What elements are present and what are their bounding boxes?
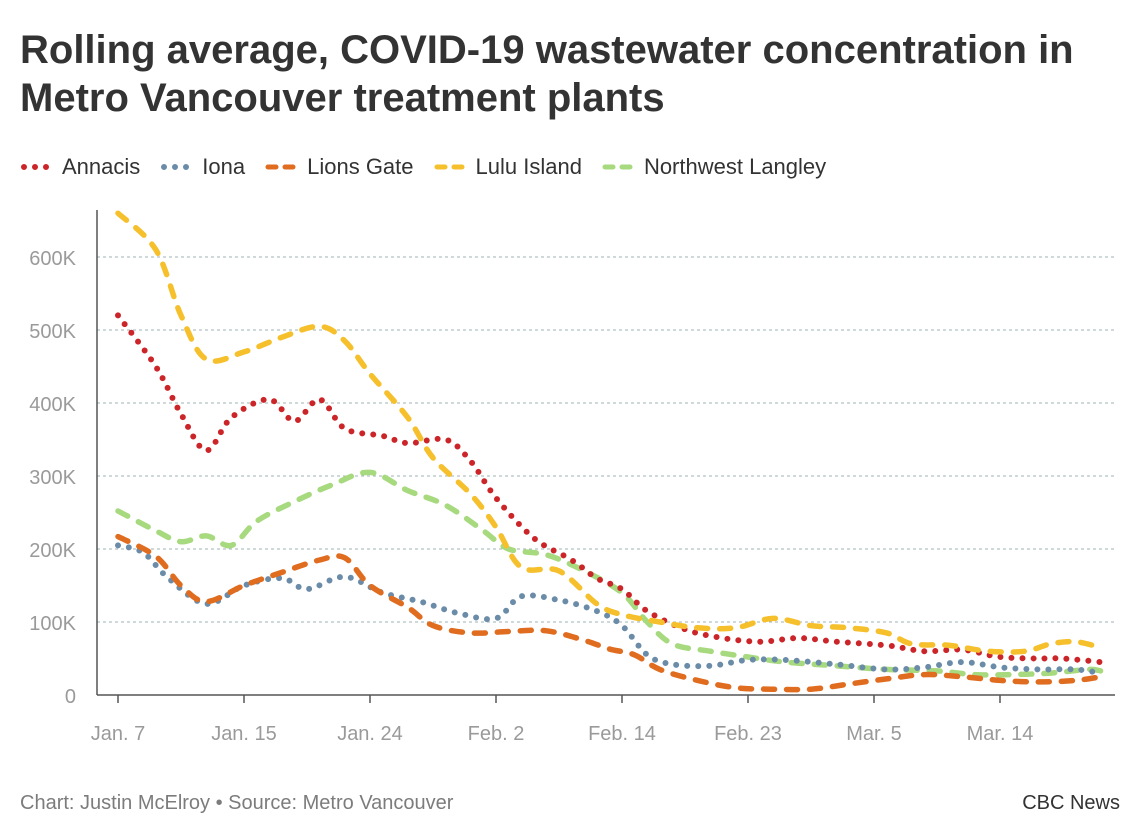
legend-label-northwest-langley: Northwest Langley	[643, 154, 827, 179]
legend-swatch-northwest-langley	[602, 164, 634, 170]
y-tick-label: 100K	[29, 613, 76, 635]
series-line-iona	[115, 542, 1104, 677]
legend-label-iona: Iona	[202, 154, 246, 179]
legend-label-lulu-island: Lulu Island	[475, 154, 582, 179]
chart-svg: 0 100K 200K 300K 400K 500K 600K Jan. 7 Jan. 15 Ja…	[29, 210, 1115, 745]
legend-item-annacis: Annacis	[20, 154, 140, 180]
y-tick-label: 500K	[29, 321, 76, 343]
x-tick-label: Feb. 14	[588, 723, 656, 745]
x-tick-label: Jan. 24	[337, 723, 403, 745]
chart-legend: Annacis Iona Lions Gate Lulu Island Nort…	[20, 150, 826, 184]
legend-label-annacis: Annacis	[62, 154, 141, 179]
x-tick-label: Feb. 2	[468, 723, 525, 745]
legend-swatch-annacis	[21, 164, 51, 170]
x-tick-label: Jan. 15	[211, 723, 277, 745]
y-tick-label: 600K	[29, 248, 76, 270]
series-line-lions-gate	[115, 533, 1104, 693]
x-tick-label: Jan. 7	[91, 723, 145, 745]
brand-name: CBC News	[1022, 792, 1120, 814]
chart-title: Rolling average, COVID-19 wastewater con…	[20, 28, 1074, 120]
legend-swatch-lions-gate	[265, 164, 297, 170]
legend-item-lulu-island: Lulu Island	[434, 154, 582, 180]
x-tick-label: Feb. 23	[714, 723, 782, 745]
legend-item-iona: Iona	[160, 154, 245, 180]
chart-credit: Chart: Justin McElroy • Source: Metro Va…	[20, 792, 454, 814]
chart-area: 0 100K 200K 300K 400K 500K 600K Jan. 7 Jan. 15 Ja…	[0, 190, 1140, 760]
legend-swatch-lulu-island	[434, 164, 466, 170]
series-line-northwest-langley	[115, 469, 1104, 678]
x-tick-label: Mar. 14	[967, 723, 1034, 745]
legend-item-lions-gate: Lions Gate	[265, 154, 414, 180]
series-line-lulu-island	[115, 210, 1104, 655]
x-tick-label: Mar. 5	[846, 723, 902, 745]
legend-label-lions-gate: Lions Gate	[307, 154, 414, 179]
y-tick-label: 400K	[29, 394, 76, 416]
y-tick-label: 200K	[29, 540, 76, 562]
legend-swatch-iona	[161, 164, 192, 170]
y-tick-label: 0	[65, 686, 76, 708]
legend-item-northwest-langley: Northwest Langley	[602, 154, 826, 180]
series-line-annacis	[115, 312, 1104, 666]
y-tick-label: 300K	[29, 467, 76, 489]
